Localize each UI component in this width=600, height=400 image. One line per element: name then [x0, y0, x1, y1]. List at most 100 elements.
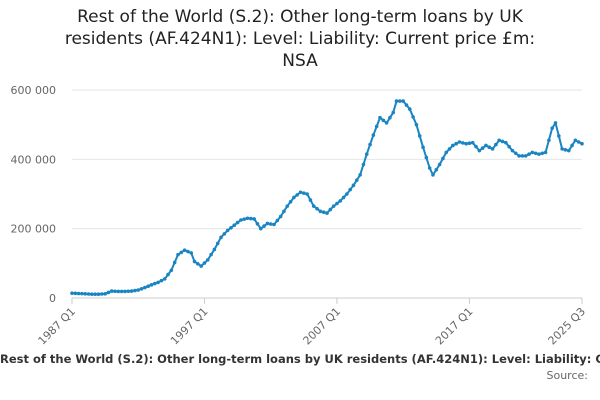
data-point[interactable]: [576, 140, 581, 144]
data-point[interactable]: [205, 258, 210, 262]
data-point[interactable]: [103, 292, 107, 296]
data-point[interactable]: [229, 226, 233, 230]
data-point[interactable]: [182, 248, 187, 252]
data-point[interactable]: [391, 110, 396, 115]
data-point[interactable]: [414, 122, 419, 127]
data-point[interactable]: [560, 147, 564, 151]
data-point[interactable]: [169, 268, 174, 273]
data-point[interactable]: [76, 291, 81, 296]
data-point[interactable]: [100, 292, 104, 296]
data-point[interactable]: [421, 145, 425, 149]
data-point[interactable]: [282, 209, 286, 214]
data-point[interactable]: [278, 214, 283, 219]
data-point[interactable]: [470, 140, 475, 145]
data-point[interactable]: [388, 115, 392, 120]
data-point[interactable]: [298, 190, 303, 195]
data-point[interactable]: [437, 162, 442, 167]
data-point[interactable]: [441, 156, 445, 161]
data-point[interactable]: [219, 235, 223, 240]
data-point[interactable]: [374, 124, 379, 129]
data-point[interactable]: [537, 152, 541, 156]
data-point[interactable]: [490, 147, 495, 151]
data-point[interactable]: [527, 152, 531, 156]
data-point[interactable]: [311, 204, 316, 208]
data-point[interactable]: [321, 210, 326, 214]
data-point[interactable]: [93, 292, 97, 296]
data-point[interactable]: [447, 147, 452, 151]
data-point[interactable]: [239, 218, 243, 222]
data-point[interactable]: [484, 143, 488, 148]
data-point[interactable]: [474, 144, 478, 149]
data-point[interactable]: [500, 139, 505, 144]
data-point[interactable]: [540, 151, 545, 156]
data-point[interactable]: [547, 138, 551, 143]
data-point[interactable]: [345, 192, 349, 196]
data-point[interactable]: [116, 289, 121, 294]
data-point[interactable]: [258, 226, 263, 231]
data-point[interactable]: [255, 222, 260, 226]
data-point[interactable]: [96, 292, 101, 296]
data-point[interactable]: [288, 200, 293, 204]
data-point[interactable]: [543, 150, 548, 155]
data-point[interactable]: [192, 259, 197, 264]
data-point[interactable]: [275, 218, 280, 223]
data-point[interactable]: [73, 291, 78, 296]
data-point[interactable]: [186, 249, 190, 254]
data-point[interactable]: [404, 103, 409, 107]
data-point[interactable]: [159, 278, 164, 283]
data-point[interactable]: [325, 211, 329, 215]
data-point[interactable]: [457, 140, 462, 144]
data-point[interactable]: [570, 143, 574, 148]
data-point[interactable]: [268, 222, 273, 226]
data-point[interactable]: [139, 287, 144, 291]
data-point[interactable]: [355, 178, 359, 182]
data-point[interactable]: [504, 140, 508, 145]
data-point[interactable]: [136, 288, 141, 292]
data-point[interactable]: [351, 183, 356, 188]
data-point[interactable]: [444, 150, 449, 155]
data-point[interactable]: [285, 204, 290, 208]
data-point[interactable]: [126, 289, 131, 294]
data-point[interactable]: [315, 206, 319, 211]
data-point[interactable]: [394, 99, 399, 103]
data-point[interactable]: [348, 187, 352, 192]
data-point[interactable]: [149, 283, 154, 287]
series-line[interactable]: [71, 100, 583, 296]
data-point[interactable]: [202, 261, 207, 265]
data-point[interactable]: [341, 195, 346, 200]
data-point[interactable]: [401, 99, 405, 103]
data-point[interactable]: [308, 198, 313, 202]
data-point[interactable]: [252, 217, 256, 221]
data-point[interactable]: [129, 289, 134, 293]
data-point[interactable]: [232, 223, 237, 227]
data-point[interactable]: [417, 134, 422, 138]
data-point[interactable]: [83, 292, 88, 296]
data-point[interactable]: [378, 115, 382, 120]
data-point[interactable]: [464, 141, 468, 146]
data-point[interactable]: [520, 154, 525, 158]
data-point[interactable]: [242, 217, 247, 221]
data-point[interactable]: [70, 291, 74, 295]
data-point[interactable]: [517, 154, 521, 158]
data-point[interactable]: [573, 138, 578, 143]
data-point[interactable]: [513, 151, 518, 156]
data-point[interactable]: [335, 201, 339, 206]
data-point[interactable]: [295, 193, 299, 197]
data-point[interactable]: [371, 133, 376, 137]
data-point[interactable]: [467, 141, 472, 146]
data-point[interactable]: [166, 272, 170, 277]
data-point[interactable]: [212, 247, 217, 252]
data-point[interactable]: [209, 252, 213, 257]
data-point[interactable]: [563, 148, 568, 152]
data-point[interactable]: [338, 199, 343, 203]
data-point[interactable]: [480, 146, 485, 150]
data-point[interactable]: [566, 148, 571, 153]
data-point[interactable]: [235, 220, 240, 225]
data-point[interactable]: [106, 290, 111, 295]
data-point[interactable]: [262, 224, 266, 228]
data-point[interactable]: [411, 115, 415, 119]
data-point[interactable]: [133, 288, 137, 293]
data-point[interactable]: [86, 292, 91, 296]
data-point[interactable]: [361, 162, 366, 167]
data-point[interactable]: [454, 141, 458, 146]
